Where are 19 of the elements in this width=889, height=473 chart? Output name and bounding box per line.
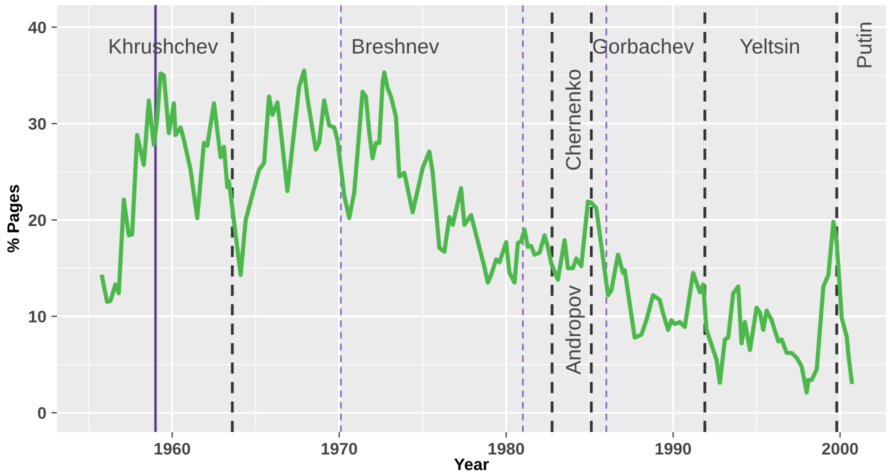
- annotation: Gorbachev: [593, 38, 694, 54]
- y-tick-label: 0: [38, 407, 46, 419]
- y-tick-label: 20: [28, 214, 46, 226]
- line-series: [100, 68, 854, 395]
- y-tick-label: 30: [28, 118, 46, 130]
- annotation: Chernenko: [565, 70, 581, 170]
- annotation: Yeltsin: [740, 38, 799, 54]
- x-tick-label: 1980: [488, 442, 524, 455]
- x-axis-title: Year: [454, 458, 489, 470]
- annotation: Andropov: [565, 285, 585, 374]
- x-tick-label: 1990: [656, 442, 691, 455]
- x-tick-label: 1970: [322, 442, 358, 455]
- y-tick-label: 10: [29, 310, 46, 323]
- y-axis-title: % Pages: [7, 184, 22, 252]
- y-tick-label: 40: [28, 22, 46, 34]
- x-tick-label: 2000: [822, 442, 858, 455]
- annotation: Putin: [856, 22, 872, 68]
- x-tick-label: 1960: [154, 442, 190, 455]
- annotation: Breshnev: [352, 38, 440, 54]
